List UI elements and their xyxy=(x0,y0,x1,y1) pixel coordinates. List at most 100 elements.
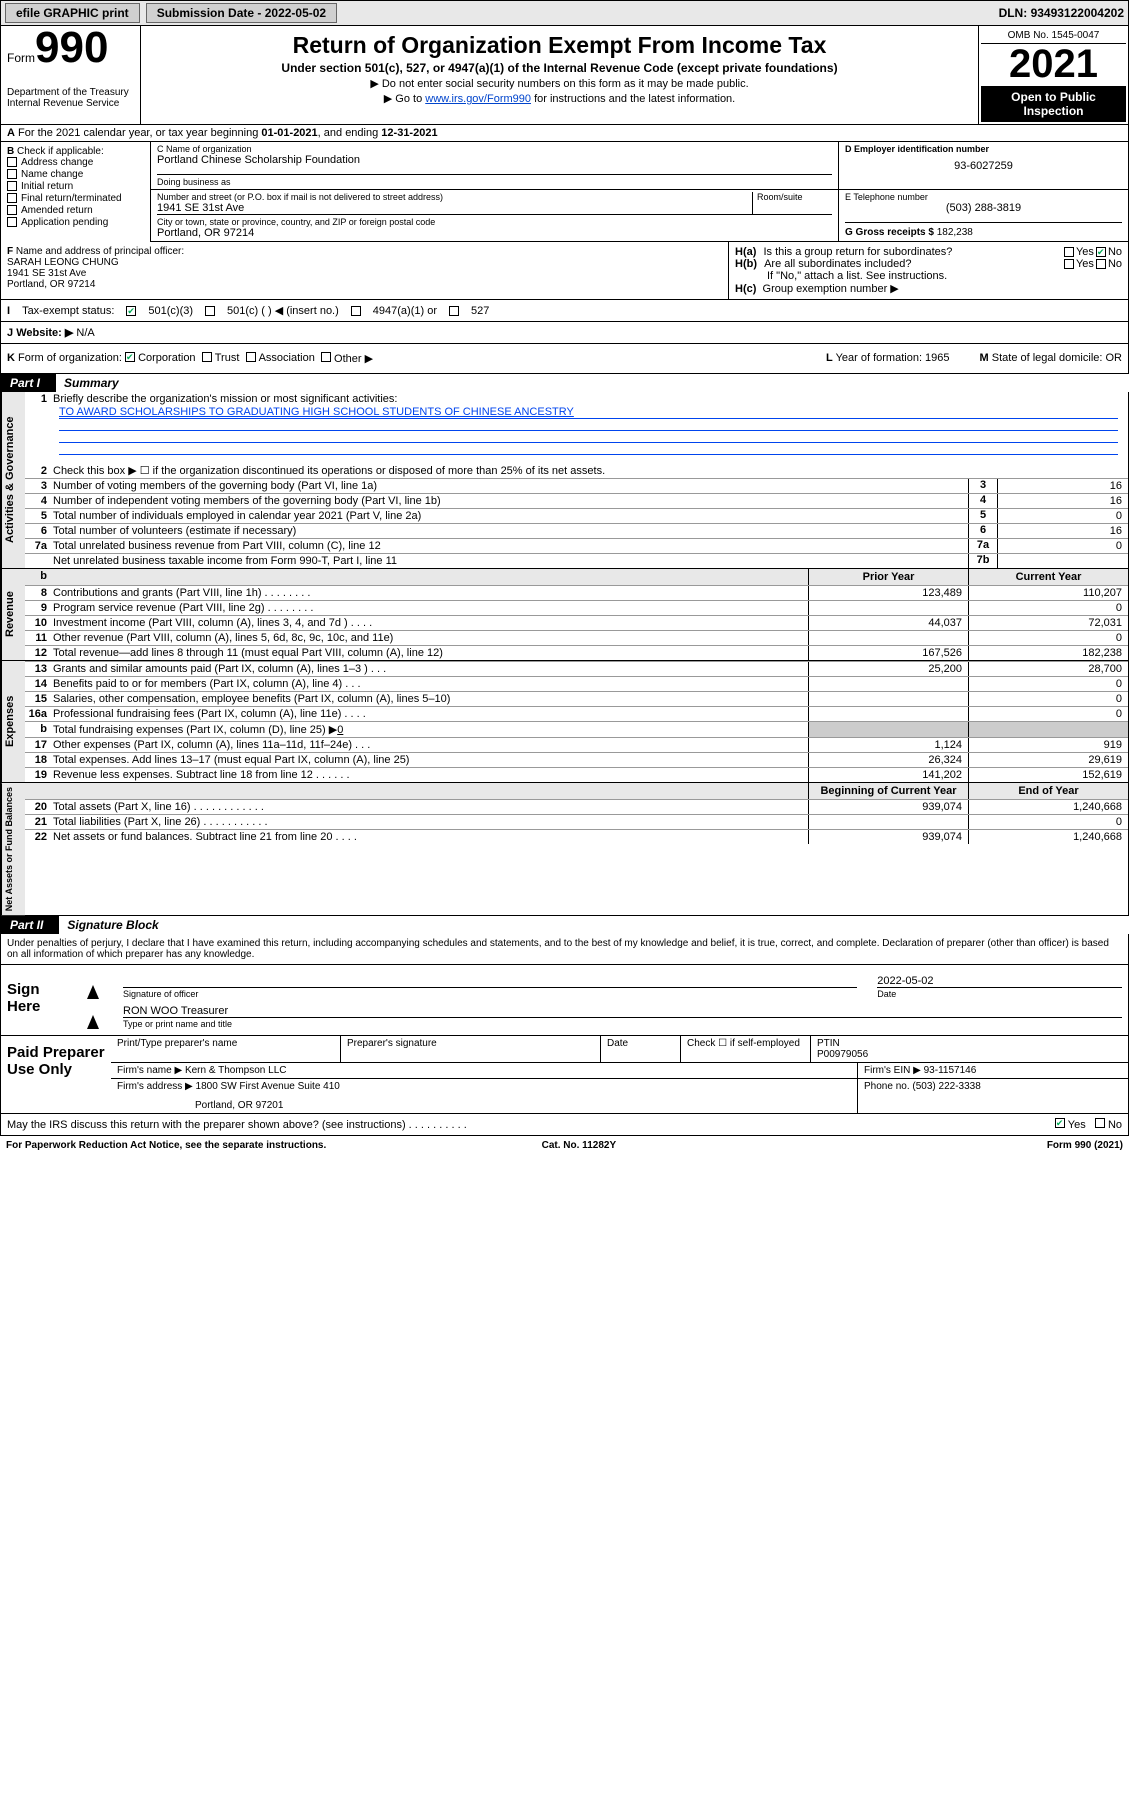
chk-application-pending[interactable]: Application pending xyxy=(7,217,144,228)
chk-name-change[interactable]: Name change xyxy=(7,169,144,180)
prior-value xyxy=(808,707,968,721)
row-i: I Tax-exempt status: 501(c)(3) 501(c) ( … xyxy=(0,300,1129,322)
dln-value: 93493122004202 xyxy=(1031,6,1124,20)
data-row: 20Total assets (Part X, line 16) . . . .… xyxy=(25,799,1128,814)
row-desc: Investment income (Part VIII, column (A)… xyxy=(53,616,808,630)
section-a-taxyear: A For the 2021 calendar year, or tax yea… xyxy=(0,125,1129,142)
chk-association[interactable] xyxy=(246,352,256,362)
name-label: Type or print name and title xyxy=(123,1017,1122,1029)
row-num: 20 xyxy=(25,800,53,814)
irs-link[interactable]: www.irs.gov/Form990 xyxy=(425,93,531,105)
prior-shaded xyxy=(808,722,968,737)
form-word: Form xyxy=(7,51,35,65)
vtab-revenue: Revenue xyxy=(1,569,25,660)
sign-date: 2022-05-02 xyxy=(877,975,1122,987)
chk-trust[interactable] xyxy=(202,352,212,362)
chk-corporation[interactable] xyxy=(125,352,135,362)
b-prefix: B xyxy=(7,146,14,157)
chk-final-return[interactable]: Final return/terminated xyxy=(7,193,144,204)
paperwork-notice: For Paperwork Reduction Act Notice, see … xyxy=(6,1140,326,1151)
row-num: 14 xyxy=(25,677,53,691)
row-box: 7b xyxy=(968,554,998,568)
row-desc: Net assets or fund balances. Subtract li… xyxy=(53,830,808,844)
hb-no-checkbox[interactable] xyxy=(1096,259,1106,269)
data-row: 22Net assets or fund balances. Subtract … xyxy=(25,829,1128,844)
row-box: 7a xyxy=(968,539,998,553)
hb-yes-checkbox[interactable] xyxy=(1064,259,1074,269)
row-desc: Grants and similar amounts paid (Part IX… xyxy=(53,662,808,676)
row-num: 4 xyxy=(25,494,53,508)
gov-line: Net unrelated business taxable income fr… xyxy=(25,553,1128,568)
o3: 4947(a)(1) or xyxy=(373,305,437,317)
submission-date-button[interactable]: Submission Date - 2022-05-02 xyxy=(146,3,337,23)
date-label: Date xyxy=(877,987,1122,999)
curr-value: 182,238 xyxy=(968,646,1128,660)
form-ref: Form 990 (2021) xyxy=(1047,1140,1123,1151)
f-label: Name and address of principal officer: xyxy=(16,246,184,257)
k-label: Form of organization: xyxy=(18,352,122,365)
chk-4947[interactable] xyxy=(351,306,361,316)
row-desc: Total number of individuals employed in … xyxy=(53,509,968,523)
row-num: 21 xyxy=(25,815,53,829)
line2-label: Check this box ▶ ☐ if the organization d… xyxy=(53,464,1124,477)
curr-value: 0 xyxy=(968,707,1128,721)
yes-label: Yes xyxy=(1068,1119,1086,1131)
netassets-block: Net Assets or Fund Balances Beginning of… xyxy=(0,783,1129,916)
ha-yes-checkbox[interactable] xyxy=(1064,247,1074,257)
row-desc: Number of voting members of the governin… xyxy=(53,479,968,493)
governance-block: Activities & Governance 1Briefly describ… xyxy=(0,392,1129,569)
gov-line: 6Total number of volunteers (estimate if… xyxy=(25,523,1128,538)
irs-discuss-row: May the IRS discuss this return with the… xyxy=(0,1114,1129,1136)
chk-label: Initial return xyxy=(21,181,73,192)
discuss-no-checkbox[interactable] xyxy=(1095,1118,1105,1128)
row-desc: Professional fundraising fees (Part IX, … xyxy=(53,707,808,721)
chk-other[interactable] xyxy=(321,352,331,362)
chk-initial-return[interactable]: Initial return xyxy=(7,181,144,192)
row-desc: Total revenue—add lines 8 through 11 (mu… xyxy=(53,646,808,660)
row-num: 19 xyxy=(25,768,53,782)
dept-treasury: Department of the Treasury xyxy=(7,87,134,98)
row-desc: Total expenses. Add lines 13–17 (must eq… xyxy=(53,753,808,767)
prior-value xyxy=(808,677,968,691)
chk-501c3[interactable] xyxy=(126,306,136,316)
line-16b: b Total fundraising expenses (Part IX, c… xyxy=(25,721,1128,737)
row-amt: 16 xyxy=(998,494,1128,508)
ha-no-checkbox[interactable] xyxy=(1096,247,1106,257)
blank-line xyxy=(59,443,1118,455)
irs-label: Internal Revenue Service xyxy=(7,98,134,109)
no-label: No xyxy=(1108,258,1122,270)
website-value: N/A xyxy=(76,327,94,339)
ptin-label: PTIN xyxy=(817,1038,840,1049)
row-box: 3 xyxy=(968,479,998,493)
paid-preparer-label: Paid Preparer Use Only xyxy=(1,1036,111,1113)
efile-print-button[interactable]: efile GRAPHIC print xyxy=(5,3,140,23)
officer-addr2: Portland, OR 97214 xyxy=(7,279,95,290)
prior-value xyxy=(808,601,968,615)
row-desc: Other expenses (Part IX, column (A), lin… xyxy=(53,738,808,752)
row-klm: K Form of organization: Corporation Trus… xyxy=(0,344,1129,374)
discuss-yes-checkbox[interactable] xyxy=(1055,1118,1065,1128)
chk-address-change[interactable]: Address change xyxy=(7,157,144,168)
curr-shaded xyxy=(968,722,1128,737)
chk-527[interactable] xyxy=(449,306,459,316)
prior-value: 1,124 xyxy=(808,738,968,752)
firm-phone-label: Phone no. xyxy=(864,1081,910,1092)
i-prefix: I xyxy=(7,305,10,317)
end-year-header: End of Year xyxy=(968,783,1128,799)
part1-tab: Part I xyxy=(0,374,56,392)
chk-amended-return[interactable]: Amended return xyxy=(7,205,144,216)
col-f-officer: F Name and address of principal officer:… xyxy=(1,242,728,299)
data-row: 21Total liabilities (Part X, line 26) . … xyxy=(25,814,1128,829)
submission-label: Submission Date - xyxy=(157,6,265,20)
org-city: Portland, OR 97214 xyxy=(157,227,832,239)
vtab-expenses: Expenses xyxy=(1,661,25,782)
row-box: 6 xyxy=(968,524,998,538)
org-info-grid: B Check if applicable: Address change Na… xyxy=(0,142,1129,242)
row-num: 18 xyxy=(25,753,53,767)
chk-501c[interactable] xyxy=(205,306,215,316)
cat-no: Cat. No. 11282Y xyxy=(542,1140,616,1151)
part2-header: Part II Signature Block xyxy=(0,916,1129,934)
prior-value xyxy=(808,692,968,706)
mission-text: TO AWARD SCHOLARSHIPS TO GRADUATING HIGH… xyxy=(59,406,1118,419)
curr-value: 0 xyxy=(968,631,1128,645)
